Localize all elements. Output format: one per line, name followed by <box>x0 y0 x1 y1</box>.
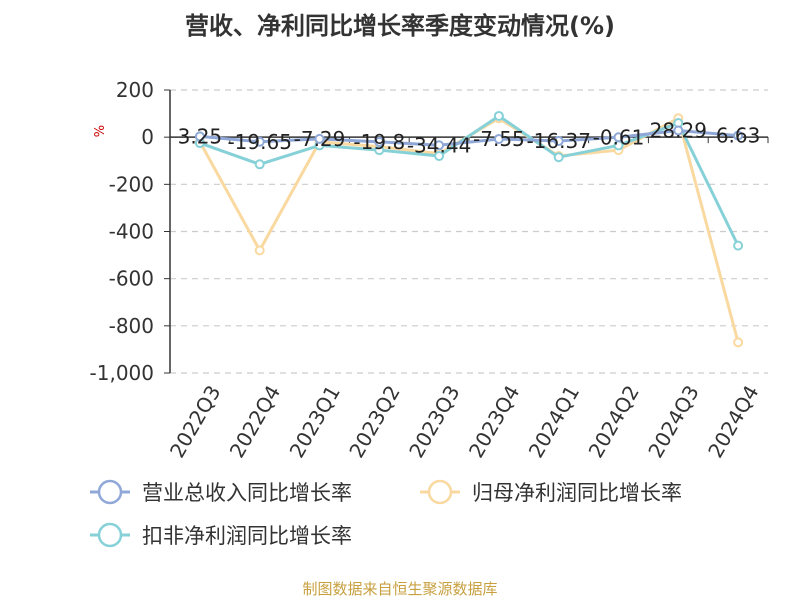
x-tick-label: 2023Q3 <box>404 381 464 462</box>
data-label: -7.29 <box>294 127 346 151</box>
legend-label: 归母净利润同比增长率 <box>472 481 682 505</box>
data-label: -19.65 <box>227 130 291 154</box>
data-point <box>314 133 325 144</box>
legend-swatch-marker <box>97 479 123 505</box>
source-note: 制图数据来自恒生聚源数据库 <box>302 580 497 598</box>
data-label: -16.37 <box>526 129 590 153</box>
data-point <box>374 136 385 147</box>
y-tick-label: -200 <box>109 172 154 196</box>
data-point <box>733 240 744 251</box>
legend-swatch-marker <box>427 479 453 505</box>
data-label: -0.61 <box>593 125 645 149</box>
y-tick-label: -400 <box>109 220 154 244</box>
x-tick-label: 2022Q3 <box>165 381 225 462</box>
data-label: -34.44 <box>407 133 471 157</box>
legend-label: 营业总收入同比增长率 <box>142 481 352 505</box>
y-tick-label: 200 <box>116 78 154 102</box>
data-point <box>613 132 624 143</box>
data-point <box>733 337 744 348</box>
x-tick-label: 2024Q1 <box>524 381 584 462</box>
chart-title: 营收、净利同比增长率季度变动情况(%) <box>185 12 615 40</box>
data-label: 6.63 <box>716 124 761 148</box>
x-tick-label: 2024Q3 <box>643 381 703 462</box>
data-point <box>673 125 684 136</box>
data-point <box>733 130 744 141</box>
data-point <box>493 133 504 144</box>
x-tick-label: 2023Q1 <box>285 381 345 462</box>
data-point <box>254 136 265 147</box>
data-point <box>493 110 504 121</box>
y-axis-unit-label: % <box>93 125 108 137</box>
y-tick-label: -600 <box>109 267 154 291</box>
y-tick-label: -800 <box>109 314 154 338</box>
data-point <box>194 131 205 142</box>
data-point <box>434 151 445 162</box>
data-label: -19.8 <box>353 130 405 154</box>
data-point <box>553 136 564 147</box>
series-line <box>199 128 739 147</box>
x-tick-label: 2024Q2 <box>584 381 644 462</box>
data-label: 3.25 <box>178 124 223 148</box>
data-point <box>254 245 265 256</box>
data-label: -7.55 <box>473 127 525 151</box>
legend-swatch-marker <box>97 522 123 548</box>
y-tick-label: -1,000 <box>90 361 154 385</box>
series-layer <box>194 110 744 348</box>
x-tick-label: 2023Q4 <box>464 381 524 462</box>
data-point <box>434 140 445 151</box>
x-tick-label: 2022Q4 <box>225 381 285 462</box>
legend-label: 扣非净利润同比增长率 <box>142 524 352 548</box>
x-tick-label: 2023Q2 <box>344 381 404 462</box>
x-tick-label: 2024Q4 <box>703 381 763 462</box>
data-point <box>553 152 564 163</box>
data-label: 28.29 <box>650 118 707 142</box>
y-tick-label: 0 <box>141 125 154 149</box>
data-point <box>254 159 265 170</box>
data-labels: 3.25 -19.65 -7.29 -19.8 -34.44 -7.55 -16.37 -0.… <box>178 118 761 157</box>
